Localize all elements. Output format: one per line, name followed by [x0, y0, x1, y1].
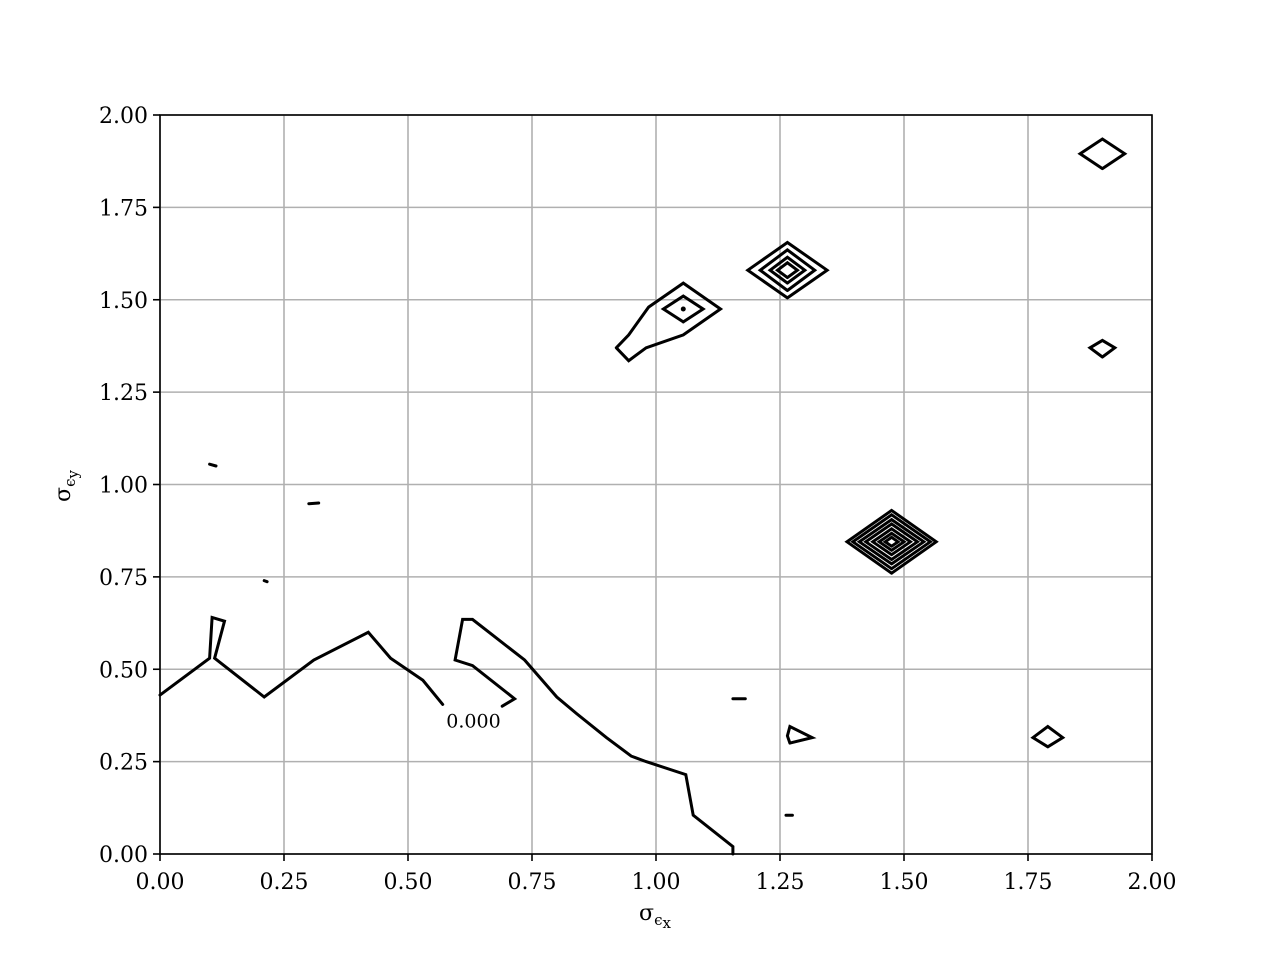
contour-peak-180 — [1030, 724, 1066, 749]
contour-peak-148-1 — [844, 508, 939, 575]
y-axis-subsub: y — [64, 470, 82, 480]
y-tick-label: 0.50 — [99, 658, 148, 683]
y-axis-sub: ϵ — [61, 479, 79, 487]
y-tick-label: 0.25 — [99, 751, 148, 776]
y-tick-label: 2.00 — [99, 104, 148, 129]
y-tick-label: 0.75 — [99, 566, 148, 591]
x-tick-label: 1.25 — [756, 870, 805, 895]
zero-contour-left — [158, 615, 445, 706]
x-tick-label: 1.50 — [880, 870, 929, 895]
y-tick-label: 1.25 — [99, 381, 148, 406]
contour-peak-128-triangle — [785, 724, 817, 745]
contour-peak-148-3 — [856, 517, 927, 566]
y-axis-label: σϵy — [51, 470, 82, 502]
x-axis-symbol: σ — [639, 901, 654, 926]
contour-peak-148-2 — [850, 512, 933, 571]
contour-peak-148-5 — [870, 526, 914, 557]
y-tick-label: 0.00 — [99, 843, 148, 868]
y-tick-label: 1.75 — [99, 196, 148, 221]
contour-peak-190-mid — [1087, 338, 1118, 359]
contour-peak-127-c — [767, 255, 808, 285]
x-tick-label: 0.25 — [260, 870, 309, 895]
contour-peak-105-outer — [614, 281, 724, 363]
contour-label: 0.000 — [446, 710, 500, 732]
x-tick-label: 1.00 — [632, 870, 681, 895]
x-axis-label: σϵx — [639, 901, 671, 932]
ticks: 0.00 0.25 0.50 0.75 1.00 1.25 1.50 1.75 2.00 0.00… — [99, 104, 1176, 895]
contour-peak-127-d — [774, 260, 800, 280]
x-tick-label: 1.75 — [1004, 870, 1053, 895]
contour-dot-021 — [262, 579, 269, 584]
contour-peak-105-inner — [660, 294, 706, 324]
peak-dot-105 — [680, 306, 686, 312]
contour-peak-148-7 — [882, 535, 901, 548]
x-tick-label: 2.00 — [1128, 870, 1177, 895]
x-axis-sub: ϵ — [654, 911, 662, 929]
x-axis-subsub: x — [662, 914, 671, 932]
contour-peak-148-6 — [876, 531, 907, 552]
y-tick-label: 1.00 — [99, 474, 148, 499]
contour-dot-010 — [208, 462, 218, 468]
contour-lines — [158, 137, 1128, 856]
y-axis-symbol: σ — [51, 487, 76, 502]
y-tick-label: 1.50 — [99, 289, 148, 314]
contour-peak-127-a — [745, 240, 830, 300]
contour-peak-127-b — [757, 248, 818, 292]
contour-dash-031 — [307, 501, 321, 506]
contour-peak-148-4 — [863, 522, 921, 561]
x-tick-label: 0.75 — [508, 870, 557, 895]
x-tick-label: 0.00 — [136, 870, 185, 895]
zero-contour-right — [453, 617, 735, 856]
x-tick-label: 0.50 — [384, 870, 433, 895]
contour-peak-190-top — [1077, 137, 1128, 171]
